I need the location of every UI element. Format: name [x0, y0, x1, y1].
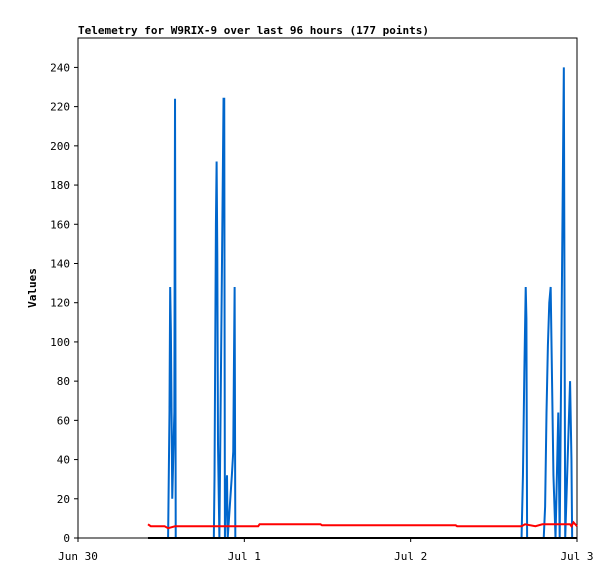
- y-tick-label: 120: [50, 297, 70, 310]
- y-tick-label: 40: [57, 454, 70, 467]
- y-tick-label: 200: [50, 140, 70, 153]
- y-axis-label: Values: [26, 268, 39, 308]
- y-tick-label: 80: [57, 375, 70, 388]
- x-tick-label: Jul 2: [394, 550, 427, 563]
- y-tick-label: 0: [63, 532, 70, 545]
- y-tick-label: 240: [50, 61, 70, 74]
- x-tick-label: Jul 3: [560, 550, 593, 563]
- plot-frame: [77, 37, 578, 539]
- y-tick-label: 220: [50, 101, 70, 114]
- x-tick-label: Jun 30: [58, 550, 98, 563]
- y-tick-label: 180: [50, 179, 70, 192]
- chart-title: Telemetry for W9RIX-9 over last 96 hours…: [78, 24, 429, 37]
- y-tick-label: 60: [57, 414, 70, 427]
- x-tick-label: Jul 1: [228, 550, 261, 563]
- y-tick-label: 100: [50, 336, 70, 349]
- series-line: [147, 67, 574, 539]
- y-tick-label: 160: [50, 218, 70, 231]
- series-line: [147, 520, 578, 530]
- y-tick-label: 20: [57, 493, 70, 506]
- y-tick-label: 140: [50, 257, 70, 270]
